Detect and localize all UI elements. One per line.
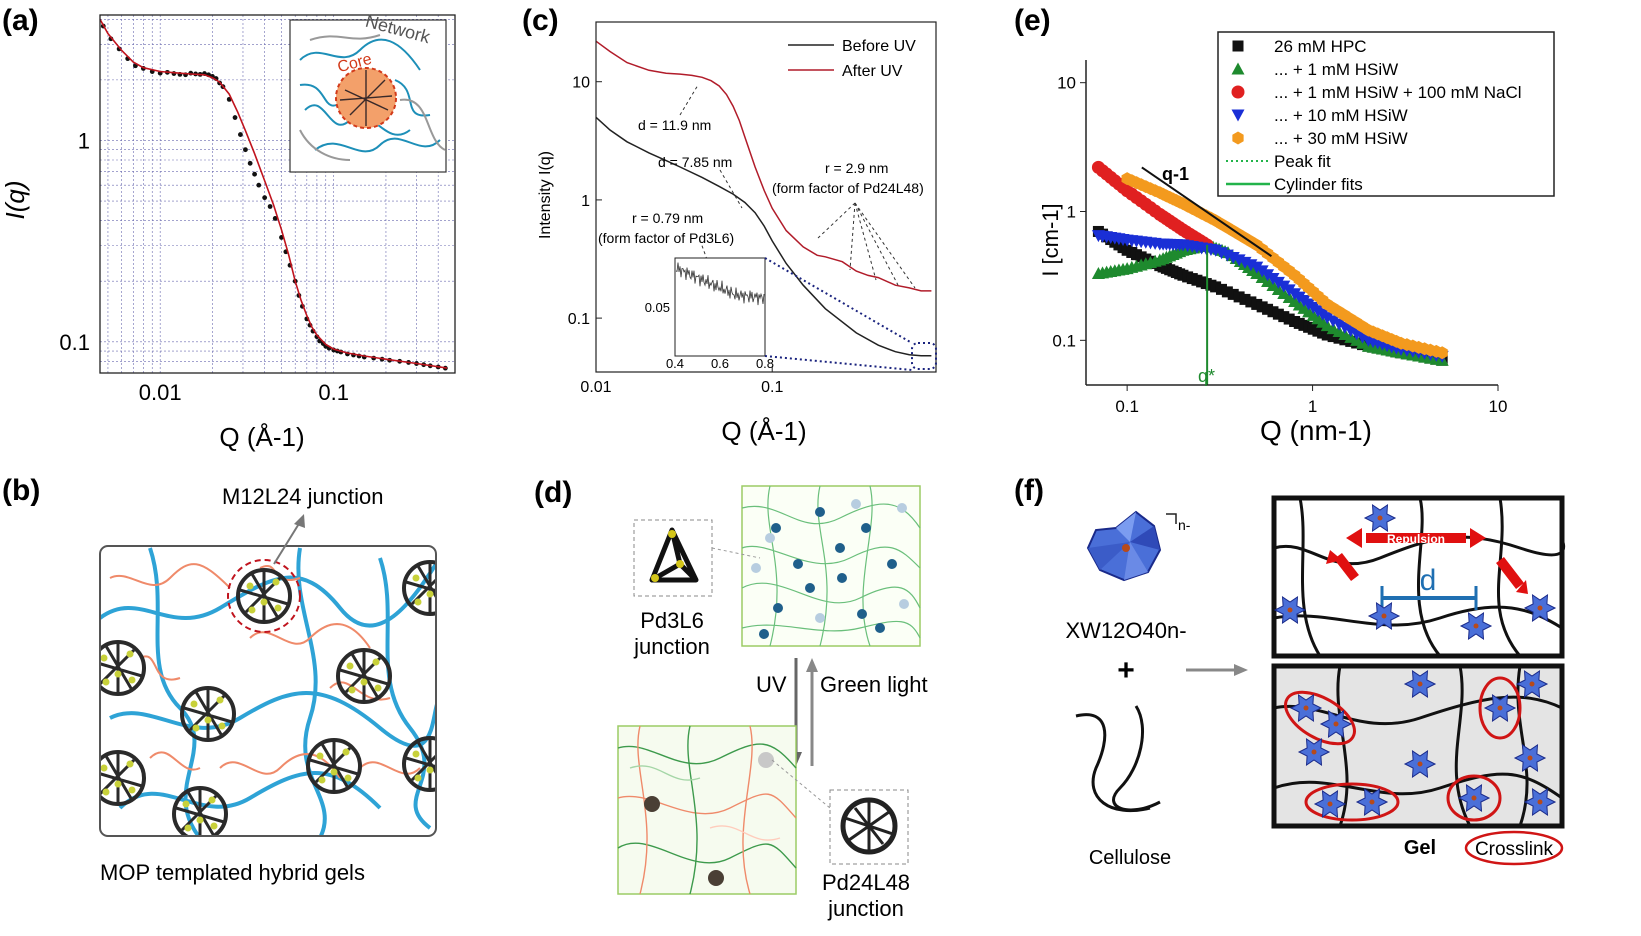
inset-xtick: 0.8	[756, 356, 774, 371]
panel-d-letter: (d)	[534, 476, 572, 509]
cellulose-chains-icon	[1076, 706, 1160, 811]
gel-state-box	[1274, 666, 1562, 826]
pd3l6-junction-label: junction	[633, 634, 710, 659]
panel-a-letter: (a)	[2, 4, 39, 37]
x-tick-label: 0.01	[580, 379, 611, 396]
pd3l6-network	[742, 486, 920, 646]
legend-item: ... + 1 mM HSiW + 100 mM NaCl	[1232, 83, 1522, 102]
panel-c-letter: (c)	[522, 4, 559, 37]
x-tick-label: 0.01	[139, 380, 182, 405]
x-tick-label: 0.1	[318, 380, 349, 405]
legend-label: ... + 1 mM HSiW + 100 mM NaCl	[1274, 83, 1522, 102]
x-tick-label: 0.1	[761, 379, 783, 396]
repulsion-state-box: d Repulsion	[1274, 498, 1564, 656]
legend-label: ... + 30 mM HSiW	[1274, 129, 1408, 148]
y-axis-label: I(q)	[0, 181, 30, 220]
d-after-uv-label: d = 11.9 nm	[638, 117, 711, 133]
pd3l6-junction-box	[634, 520, 760, 596]
y-tick-label: 1	[1067, 203, 1076, 222]
data-point	[248, 161, 253, 166]
legend-label: Peak fit	[1274, 152, 1331, 171]
data-point	[243, 147, 248, 152]
y-axis-label: Intensity I(q)	[537, 151, 554, 239]
uv-label: UV	[756, 672, 787, 697]
x-tick-label: 1	[1308, 397, 1317, 416]
panel-e-letter: (e)	[1014, 4, 1051, 37]
data-point	[252, 172, 257, 177]
inset-xtick: 0.4	[666, 356, 684, 371]
y-tick-label: 0.1	[1052, 331, 1076, 350]
panel-f: (f) n- XW12O40n- + Cellulose d	[1000, 468, 1641, 936]
y-tick-label: 0.1	[568, 311, 590, 328]
plus-sign: +	[1117, 654, 1135, 687]
panel-f-letter: (f)	[1014, 474, 1044, 507]
x-axis-label: Q (Å-1)	[219, 422, 304, 452]
y-tick-label: 0.1	[59, 330, 90, 355]
legend-before-uv: Before UV	[842, 38, 916, 55]
r-small-form-factor: (form factor of Pd3L6)	[598, 230, 734, 246]
r-large-form-factor: (form factor of Pd24L48)	[772, 180, 924, 196]
x-tick-label: 0.1	[1115, 397, 1139, 416]
gel-label: Gel	[1404, 837, 1436, 859]
y-tick-label: 10	[1057, 74, 1076, 93]
pd24l48-label: Pd24L48	[822, 870, 910, 895]
panel-b: (b) M12L24 junction MOP templated hybri	[0, 468, 470, 936]
pom-cluster-icon: n-	[1088, 512, 1191, 580]
charge-label: n-	[1178, 517, 1191, 533]
panel-c: (c) 0.01 0.1 0.1 1 10 Intensity I(q) Q (Å-1)…	[520, 0, 960, 470]
inset-xtick: 0.6	[711, 356, 729, 371]
r-small-label: r = 0.79 nm	[632, 210, 703, 226]
core-network-inset: Network Core	[290, 11, 446, 172]
green-light-label: Green light	[820, 672, 928, 697]
cellulose-label: Cellulose	[1089, 847, 1171, 869]
zoom-inset: 0.05 0.4 0.6 0.8	[645, 258, 936, 371]
r-large-label: r = 2.9 nm	[825, 160, 888, 176]
x-tick-label: 10	[1489, 397, 1508, 416]
y-tick-label: 10	[572, 75, 590, 92]
data-point	[262, 195, 267, 200]
legend-label: ... + 10 mM HSiW	[1274, 106, 1408, 125]
d-before-uv-label: d = 7.85 nm	[658, 154, 732, 170]
y-tick-label: 1	[78, 128, 90, 153]
legend: 26 mM HPC ... + 1 mM HSiW ... + 1 mM HSiW …	[1218, 32, 1554, 196]
panel-b-letter: (b)	[2, 474, 40, 507]
hybrid-gel-network	[92, 546, 456, 840]
crosslink-label: Crosslink	[1475, 839, 1554, 860]
q-star-label: q*	[1198, 366, 1215, 386]
y-tick-label: 1	[581, 193, 590, 210]
pd24l48-junction-label: junction	[827, 896, 904, 921]
pom-formula: XW12O40n-	[1065, 618, 1186, 643]
distance-label: d	[1420, 564, 1437, 597]
junction-label: M12L24 junction	[222, 484, 383, 509]
data-point	[233, 115, 238, 120]
legend-after-uv: After UV	[842, 63, 903, 80]
data-point	[238, 132, 243, 137]
x-axis-label: Q (nm-1)	[1260, 415, 1372, 446]
legend: Before UV After UV	[788, 38, 916, 80]
data-point	[256, 183, 261, 188]
legend-label: 26 mM HPC	[1274, 37, 1367, 56]
panel-a: (a) 0.01 0.1 0.1 1 I(q) Q (Å-1) Network Cor…	[0, 0, 470, 470]
legend-label: ... + 1 mM HSiW	[1274, 60, 1398, 79]
panel-e: (e) 0.1 1 10 0.1 1 10 I [cm-1] Q (nm-1) q-1 q…	[1000, 0, 1641, 470]
power-law-label: q-1	[1162, 164, 1189, 184]
pd3l6-label: Pd3L6	[640, 608, 704, 633]
data-point	[268, 204, 273, 209]
legend-label: Cylinder fits	[1274, 175, 1363, 194]
inset-ytick: 0.05	[645, 300, 670, 315]
x-axis-label: Q (Å-1)	[721, 416, 806, 446]
y-axis-label: I [cm-1]	[1038, 203, 1063, 276]
pd24l48-network	[618, 726, 796, 894]
panel-b-caption: MOP templated hybrid gels	[100, 860, 365, 885]
panel-d: (d) Pd3L6 junction UV Green light	[520, 468, 960, 936]
repulsion-label: Repulsion	[1387, 532, 1445, 546]
